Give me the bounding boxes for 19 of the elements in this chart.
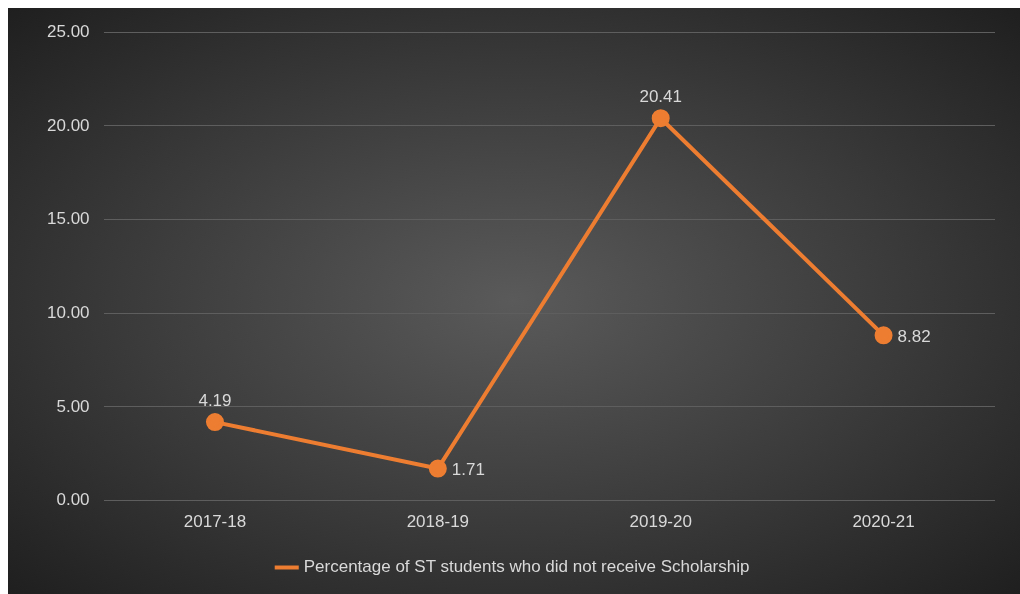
point (428, 459, 447, 478)
data-label: 4.19 (198, 391, 232, 411)
x-tick-label: 2018-19 (406, 512, 470, 532)
y-tick-label: 10.00 (46, 302, 90, 322)
y-tick-label: 25.00 (46, 21, 90, 41)
x-tick-label: 2017-18 (183, 512, 247, 532)
y-tick-label: 20.00 (46, 115, 90, 135)
data-label: 1.71 (451, 460, 485, 480)
x-tick-label: 2019-20 (629, 512, 692, 532)
y-tick-label: 5.00 (56, 396, 90, 416)
point (651, 109, 670, 128)
y-tick-label: 15.00 (46, 209, 90, 229)
x-tick-label: 2020-21 (852, 512, 915, 532)
data-label: 8.82 (897, 327, 931, 347)
y-tick-label: 0.00 (56, 490, 90, 510)
point (874, 326, 893, 345)
point (205, 413, 224, 432)
legend-label: Percentage of ST students who did not receive Scholarship (303, 557, 750, 577)
data-label: 20.41 (639, 87, 682, 107)
